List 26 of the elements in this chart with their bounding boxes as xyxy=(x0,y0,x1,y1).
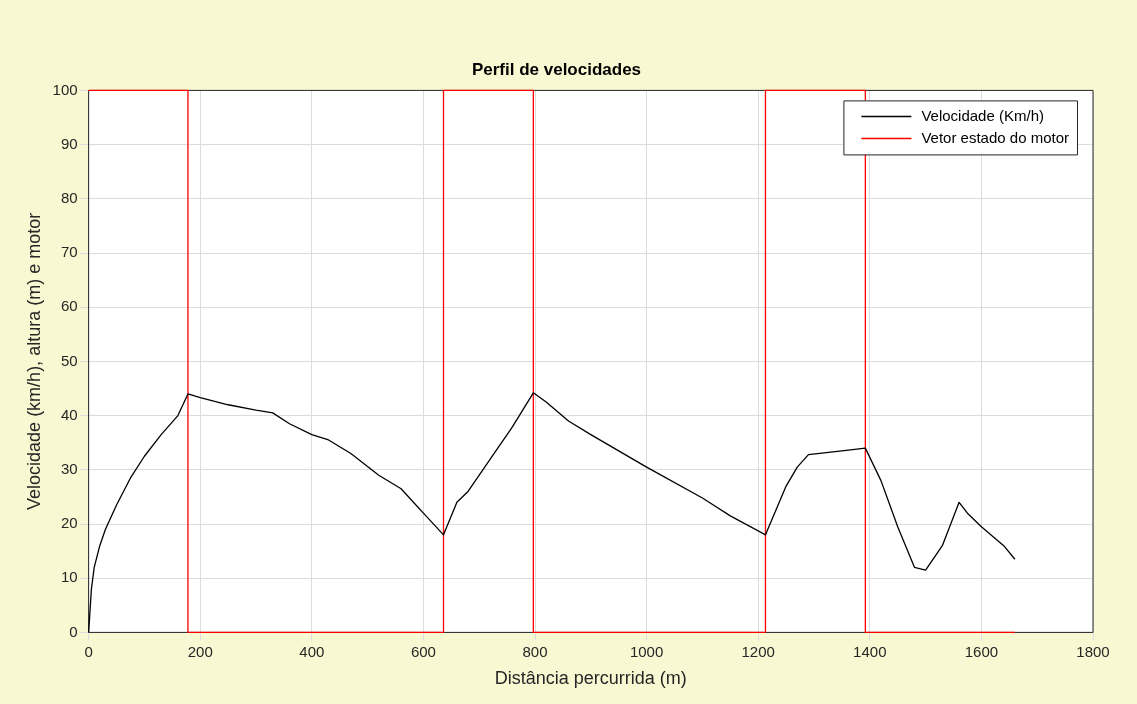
x-tick-label: 600 xyxy=(410,642,436,660)
x-tick-label: 1800 xyxy=(1076,642,1110,660)
legend-label: Velocidade (Km/h) xyxy=(921,106,1044,124)
y-tick-label: 20 xyxy=(60,514,78,532)
y-tick-label: 100 xyxy=(52,80,78,98)
x-tick-label: 0 xyxy=(84,642,93,660)
x-tick-label: 1000 xyxy=(629,642,664,660)
y-tick-label: 90 xyxy=(60,134,78,152)
y-tick-label: 50 xyxy=(60,351,78,369)
y-axis-title: Velocidade (km/h), altura (m) e motor xyxy=(23,212,44,510)
chart-title: Perfil de velocidades xyxy=(471,59,642,79)
y-tick-label: 60 xyxy=(60,297,78,315)
y-tick-label: 70 xyxy=(60,243,78,261)
y-tick-label: 80 xyxy=(60,188,78,206)
x-tick-label: 1400 xyxy=(853,642,887,660)
y-tick-label: 30 xyxy=(60,459,78,477)
y-tick-label: 40 xyxy=(60,405,78,423)
legend-label: Vetor estado do motor xyxy=(921,128,1069,146)
x-axis-title: Distância percurrida (m) xyxy=(494,668,687,689)
y-tick-label: 10 xyxy=(60,568,78,586)
x-tick-label: 400 xyxy=(299,642,325,660)
x-tick-label: 1200 xyxy=(741,642,775,660)
x-tick-label: 1600 xyxy=(964,642,999,660)
x-tick-label: 800 xyxy=(522,642,548,660)
y-tick-label: 0 xyxy=(69,622,78,640)
x-tick-label: 200 xyxy=(187,642,213,660)
